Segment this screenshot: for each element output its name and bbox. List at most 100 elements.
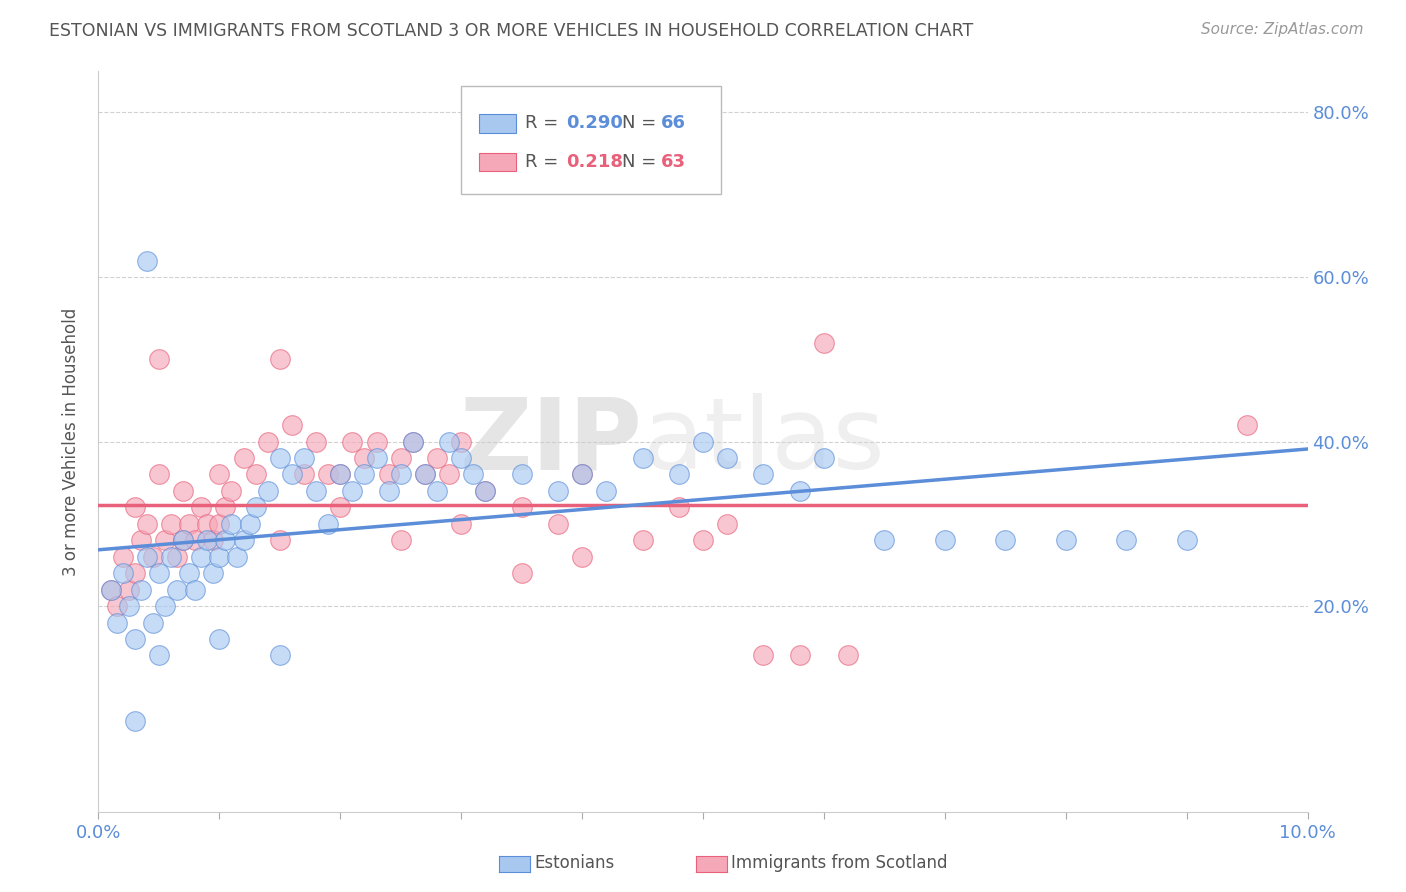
Point bbox=[148, 467, 170, 482]
Point bbox=[111, 549, 134, 564]
Point bbox=[510, 566, 533, 581]
Point bbox=[426, 450, 449, 465]
Point bbox=[450, 434, 472, 449]
Point bbox=[813, 450, 835, 465]
Point bbox=[437, 467, 460, 482]
Point bbox=[208, 467, 231, 482]
Point bbox=[547, 516, 569, 531]
Point bbox=[214, 533, 236, 548]
Point bbox=[245, 467, 267, 482]
Point bbox=[402, 434, 425, 449]
Point bbox=[118, 599, 141, 613]
Point bbox=[214, 500, 236, 515]
Point bbox=[239, 516, 262, 531]
Point bbox=[190, 500, 212, 515]
Point bbox=[1236, 418, 1258, 433]
Point bbox=[752, 467, 775, 482]
Point bbox=[716, 516, 738, 531]
Text: 0.290: 0.290 bbox=[567, 114, 623, 132]
Point bbox=[269, 450, 291, 465]
Point bbox=[510, 467, 533, 482]
Point bbox=[100, 582, 122, 597]
Point bbox=[1115, 533, 1137, 548]
Point bbox=[256, 483, 278, 498]
Point bbox=[202, 533, 225, 548]
Point bbox=[668, 500, 690, 515]
FancyBboxPatch shape bbox=[479, 114, 516, 133]
Point bbox=[329, 467, 352, 482]
Point bbox=[595, 483, 617, 498]
Point bbox=[934, 533, 956, 548]
Point bbox=[153, 533, 176, 548]
Text: Immigrants from Scotland: Immigrants from Scotland bbox=[731, 854, 948, 871]
Point bbox=[752, 648, 775, 663]
Point bbox=[208, 516, 231, 531]
Point bbox=[245, 500, 267, 515]
Point bbox=[342, 483, 364, 498]
Text: atlas: atlas bbox=[643, 393, 884, 490]
Point bbox=[269, 648, 291, 663]
Point bbox=[837, 648, 859, 663]
Point bbox=[789, 483, 811, 498]
Point bbox=[142, 549, 165, 564]
Text: 66: 66 bbox=[661, 114, 686, 132]
Y-axis label: 3 or more Vehicles in Household: 3 or more Vehicles in Household bbox=[62, 308, 80, 575]
Point bbox=[437, 434, 460, 449]
Point bbox=[135, 549, 157, 564]
Point bbox=[668, 467, 690, 482]
FancyBboxPatch shape bbox=[479, 153, 516, 171]
Point bbox=[172, 533, 194, 548]
Point bbox=[221, 516, 243, 531]
Point bbox=[873, 533, 896, 548]
Point bbox=[135, 253, 157, 268]
Point bbox=[153, 599, 176, 613]
Point bbox=[269, 352, 291, 367]
Point bbox=[148, 648, 170, 663]
Point bbox=[100, 582, 122, 597]
Point bbox=[160, 549, 183, 564]
Point bbox=[994, 533, 1017, 548]
FancyBboxPatch shape bbox=[461, 87, 721, 194]
Point bbox=[450, 450, 472, 465]
Text: Source: ZipAtlas.com: Source: ZipAtlas.com bbox=[1201, 22, 1364, 37]
Point bbox=[221, 483, 243, 498]
Point bbox=[413, 467, 436, 482]
Point bbox=[631, 533, 654, 548]
Point bbox=[166, 582, 188, 597]
Text: R =: R = bbox=[526, 153, 558, 170]
Point bbox=[172, 483, 194, 498]
Point bbox=[148, 352, 170, 367]
Point bbox=[195, 516, 218, 531]
Text: N =: N = bbox=[621, 114, 657, 132]
Point bbox=[256, 434, 278, 449]
Point bbox=[281, 467, 304, 482]
Point bbox=[426, 483, 449, 498]
Point bbox=[389, 533, 412, 548]
Point bbox=[402, 434, 425, 449]
Point bbox=[124, 632, 146, 646]
Point bbox=[232, 450, 254, 465]
Point bbox=[226, 549, 249, 564]
Point bbox=[1054, 533, 1077, 548]
Point bbox=[129, 533, 152, 548]
Text: Estonians: Estonians bbox=[534, 854, 614, 871]
Point bbox=[160, 516, 183, 531]
Point bbox=[208, 549, 231, 564]
Point bbox=[631, 450, 654, 465]
Text: N =: N = bbox=[621, 153, 657, 170]
Point bbox=[208, 632, 231, 646]
Point bbox=[692, 533, 714, 548]
Point bbox=[377, 483, 399, 498]
Text: ZIP: ZIP bbox=[460, 393, 643, 490]
Point bbox=[789, 648, 811, 663]
Point bbox=[172, 533, 194, 548]
Point bbox=[813, 335, 835, 350]
Text: 0.218: 0.218 bbox=[567, 153, 623, 170]
Point bbox=[111, 566, 134, 581]
Point bbox=[377, 467, 399, 482]
Point bbox=[105, 615, 128, 630]
Point bbox=[450, 516, 472, 531]
Point bbox=[1175, 533, 1198, 548]
Point bbox=[342, 434, 364, 449]
Point bbox=[510, 500, 533, 515]
